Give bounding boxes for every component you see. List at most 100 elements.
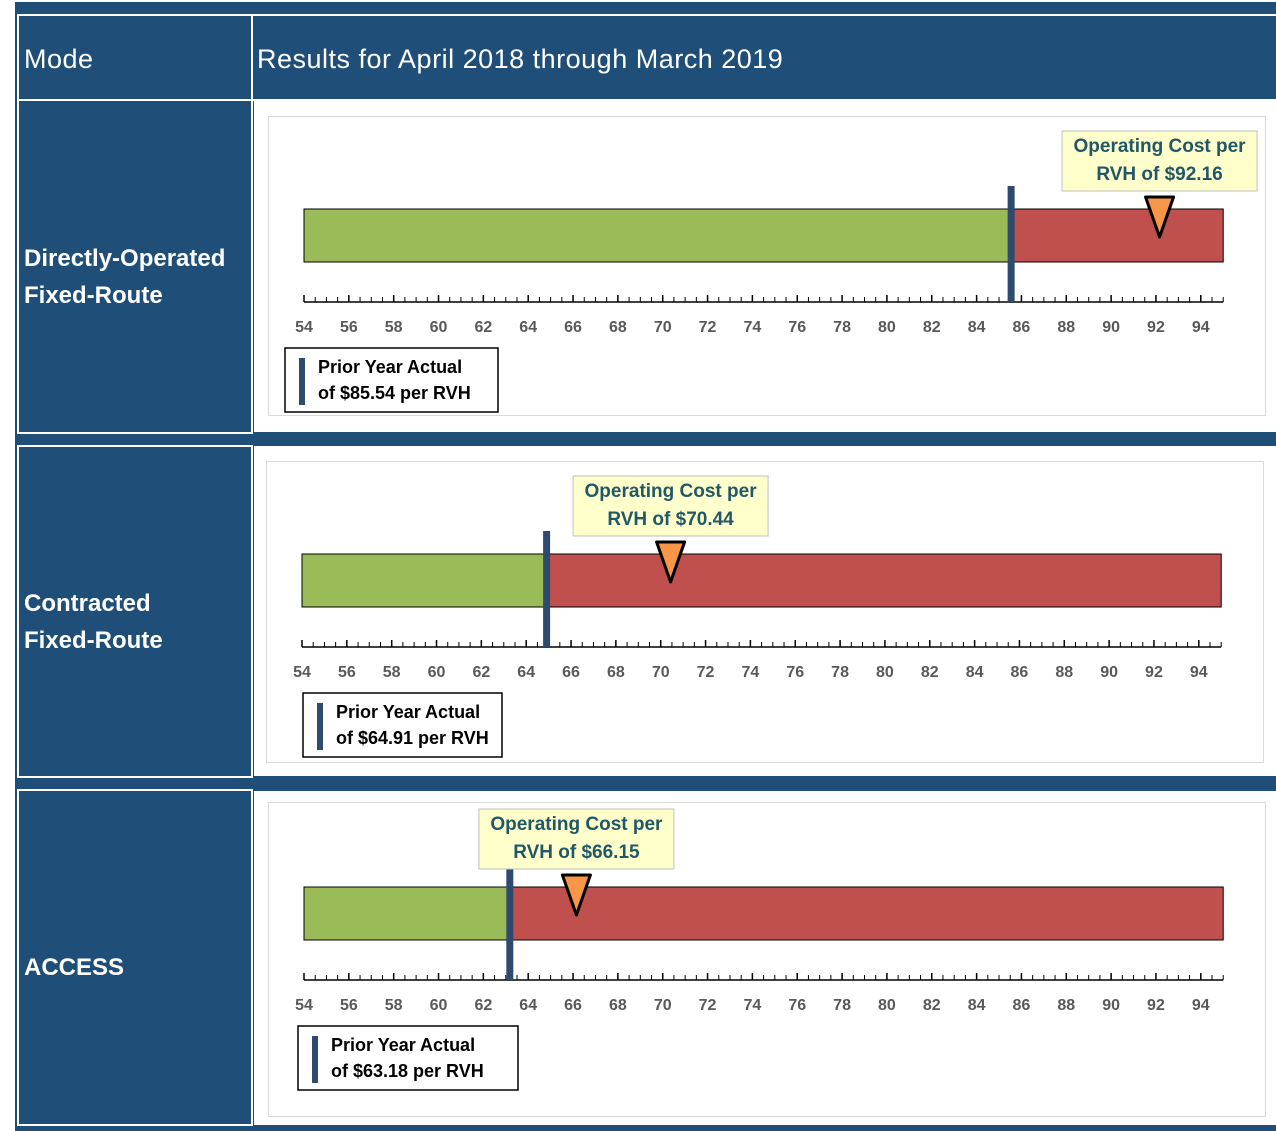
bad-band (1010, 208, 1224, 263)
x-tick-label: 56 (338, 664, 356, 681)
legend-label: Prior Year Actual (336, 702, 480, 722)
x-tick-label: 76 (786, 664, 804, 681)
x-tick-label: 92 (1147, 997, 1165, 1014)
x-tick-label: 84 (966, 664, 984, 681)
chart-panel: 54 56 58 60 62 64 66 68 70 72 74 76 78 80 82 84 86 88 90 92… (268, 116, 1266, 416)
x-tick-label: 56 (340, 997, 358, 1014)
mode-line: Fixed-Route (24, 281, 163, 309)
x-tick-label: 90 (1100, 664, 1118, 681)
target-line (506, 864, 514, 980)
x-tick-label: 64 (519, 997, 537, 1014)
header-text: Mode (24, 44, 94, 74)
x-tick-label: 82 (923, 319, 941, 336)
value-label: Operating Cost per (490, 814, 663, 835)
x-tick-label: 90 (1102, 319, 1120, 336)
x-tick-label: 80 (876, 664, 894, 681)
chart-panel: 54 56 58 60 62 64 66 68 70 72 74 76 78 80 82 84 86 88 90 92… (268, 802, 1266, 1117)
x-tick-label: 68 (609, 997, 627, 1014)
header-text: Results for April 2018 through March 201… (257, 44, 784, 74)
good-band (303, 208, 1012, 263)
legend-swatch (317, 703, 323, 750)
x-tick-label: 66 (564, 319, 582, 336)
x-tick-label: 70 (654, 319, 672, 336)
value-callout (572, 475, 769, 537)
legend-box (297, 1025, 519, 1091)
x-tick-label: 62 (474, 319, 492, 336)
x-tick-label: 72 (699, 319, 717, 336)
x-tick-label: 90 (1102, 997, 1120, 1014)
x-tick-label: 94 (1190, 664, 1208, 681)
x-tick-label: 66 (564, 997, 582, 1014)
x-tick-label: 60 (428, 664, 446, 681)
x-tick-label: 82 (923, 997, 941, 1014)
value-label: RVH of $66.15 (513, 842, 640, 863)
bad-band (509, 886, 1224, 941)
chart: 54 56 58 60 62 64 66 68 70 72 74 76 78 80 82 84 86 88 90 92… (284, 130, 1258, 413)
x-tick-label: 54 (295, 997, 313, 1014)
x-tick-label: 78 (831, 664, 849, 681)
value-callout (478, 808, 675, 870)
x-tick-label: 84 (968, 997, 986, 1014)
mode-cell: ACCESS (17, 789, 253, 1126)
x-tick-label: 76 (788, 997, 806, 1014)
x-tick-label: 74 (744, 319, 762, 336)
mode-label: ACCESS (24, 949, 124, 986)
legend-label: of $63.18 per RVH (331, 1061, 484, 1081)
x-tick-label: 86 (1013, 997, 1031, 1014)
x-tick-label: 58 (385, 997, 403, 1014)
x-tick-label: 80 (878, 319, 896, 336)
x-tick-label: 78 (833, 319, 851, 336)
value-label: Operating Cost per (1074, 136, 1247, 157)
chart: 54 56 58 60 62 64 66 68 70 72 74 76 78 80 82 84 86 88 90 92… (295, 808, 1224, 1091)
legend-box (284, 347, 499, 413)
x-tick-label: 86 (1011, 664, 1029, 681)
target-line (543, 531, 551, 647)
x-tick-label: 84 (968, 319, 986, 336)
x-tick-label: 92 (1147, 319, 1165, 336)
value-marker (1144, 195, 1176, 239)
x-tick-label: 70 (652, 664, 670, 681)
value-label: RVH of $92.16 (1096, 164, 1222, 185)
x-tick-label: 62 (474, 997, 492, 1014)
x-tick-label: 72 (699, 997, 717, 1014)
x-tick-label: 56 (340, 319, 358, 336)
mode-cell: Contracted Fixed-Route (17, 445, 253, 778)
legend-swatch (312, 1036, 318, 1083)
x-tick-label: 92 (1145, 664, 1163, 681)
x-tick-label: 80 (878, 997, 896, 1014)
mode-line: Fixed-Route (24, 626, 163, 654)
x-tick-label: 68 (609, 319, 627, 336)
header-cell: Mode (17, 14, 253, 101)
x-tick-label: 76 (788, 319, 806, 336)
mode-line: Contracted (24, 589, 151, 617)
chart-panel: 54 56 58 60 62 64 66 68 70 72 74 76 78 80 82 84 86 88 90 92… (266, 461, 1264, 763)
header-cell: Results for April 2018 through March 201… (251, 14, 1276, 101)
x-tick-label: 54 (293, 664, 311, 681)
mode-line: Directly-Operated (24, 244, 226, 272)
legend-box (302, 692, 503, 758)
x-tick-label: 62 (472, 664, 490, 681)
legend-label: Prior Year Actual (318, 357, 462, 377)
value-callout (1061, 130, 1258, 192)
x-tick-label: 74 (744, 997, 762, 1014)
x-tick-label: 70 (654, 997, 672, 1014)
x-tick-label: 68 (607, 664, 625, 681)
legend-label: of $85.54 per RVH (318, 383, 471, 403)
x-tick-label: 86 (1013, 319, 1031, 336)
x-tick-label: 64 (517, 664, 535, 681)
legend-label: of $64.91 per RVH (336, 728, 489, 748)
mode-label: Directly-Operated Fixed-Route (24, 240, 225, 314)
value-marker (560, 873, 592, 917)
x-tick-label: 82 (921, 664, 939, 681)
x-tick-label: 94 (1192, 319, 1210, 336)
x-tick-label: 60 (430, 319, 448, 336)
x-tick-label: 88 (1057, 997, 1075, 1014)
mode-cell: Directly-Operated Fixed-Route (17, 99, 253, 434)
legend-swatch (299, 358, 305, 405)
chart: 54 56 58 60 62 64 66 68 70 72 74 76 78 80 82 84 86 88 90 92… (293, 475, 1222, 758)
good-band (301, 553, 548, 608)
x-tick-label: 66 (562, 664, 580, 681)
good-band (303, 886, 511, 941)
x-tick-label: 54 (295, 319, 313, 336)
